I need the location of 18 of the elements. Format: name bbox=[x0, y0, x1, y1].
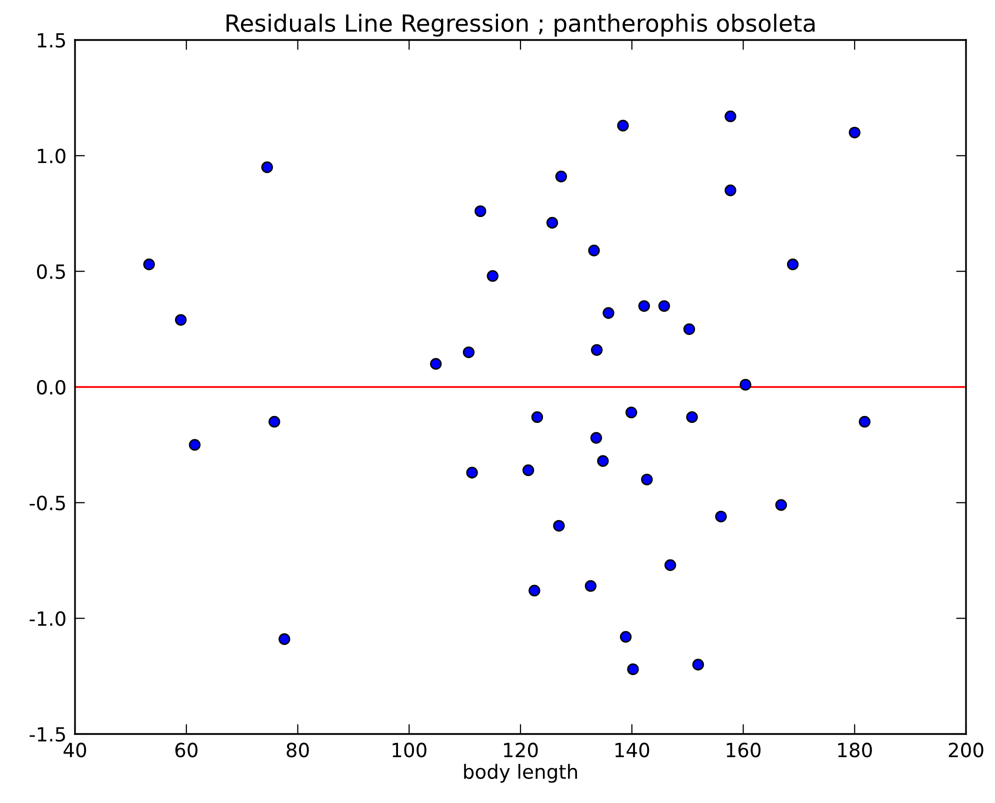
x-tick-label: 60 bbox=[175, 742, 198, 758]
y-tick-label: 1.0 bbox=[38, 148, 66, 164]
x-tick-label: 140 bbox=[615, 742, 650, 758]
x-tick-label: 180 bbox=[838, 742, 872, 758]
y-tick-label: -1.0 bbox=[30, 611, 66, 626]
y-tick-label: -0.5 bbox=[30, 496, 65, 510]
x-axis-title: body length bbox=[464, 764, 577, 783]
x-tick-label: 40 bbox=[64, 742, 86, 758]
x-tick-label: 100 bbox=[392, 742, 426, 758]
chart-title: Residuals Line Regression ; pantherophis obsoleta bbox=[226, 14, 815, 37]
x-tick-label: 160 bbox=[726, 742, 761, 758]
x-tick-label: 120 bbox=[504, 742, 538, 758]
x-tick-label: 200 bbox=[948, 742, 984, 758]
y-tick-label: -1.5 bbox=[30, 727, 65, 742]
y-tick-label: 0.0 bbox=[37, 380, 66, 395]
y-tick-label: 0.5 bbox=[37, 264, 65, 279]
y-tick-label: 1.5 bbox=[38, 33, 65, 48]
x-tick-label: 80 bbox=[286, 742, 309, 758]
